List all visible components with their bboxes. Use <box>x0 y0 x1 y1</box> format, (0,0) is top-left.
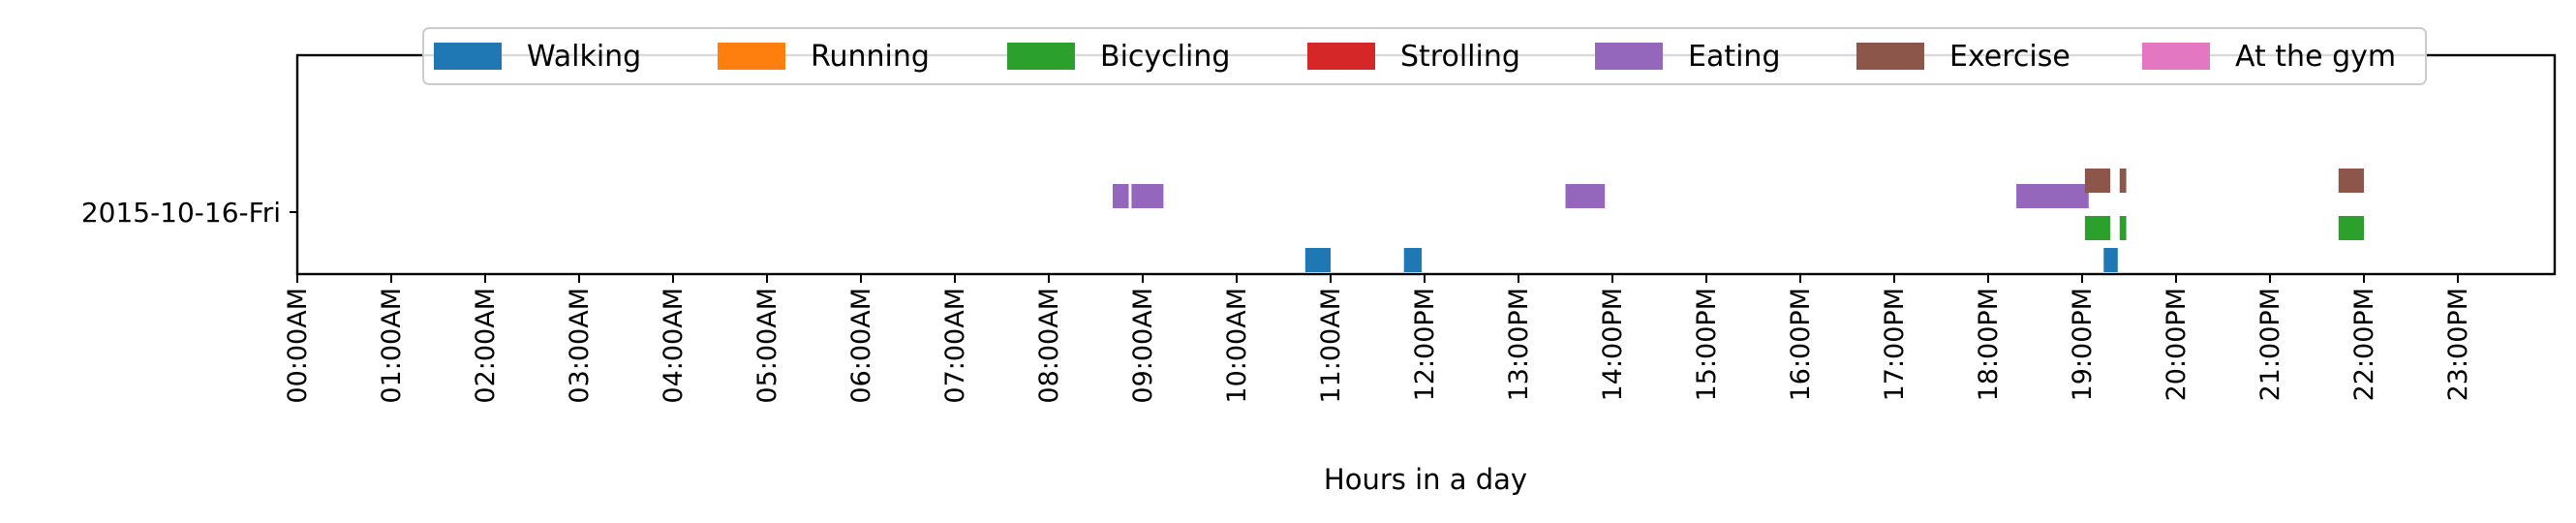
legend: Walking Running Bicycling Strolling Eating Ex… <box>422 27 2427 85</box>
x-tick-label: 23:00PM <box>2443 288 2473 401</box>
bar-exercise-1 <box>2119 169 2127 193</box>
x-tick-label: 05:00AM <box>752 288 782 404</box>
legend-label-exercise: Exercise <box>1949 40 2070 74</box>
bar-exercise-0 <box>2084 169 2111 193</box>
x-axis-title: Hours in a day <box>1324 463 1527 496</box>
x-tick-label: 20:00PM <box>2162 288 2192 401</box>
legend-swatch-bicycling <box>1007 43 1075 70</box>
bar-exercise-2 <box>2338 169 2364 193</box>
bar-eating-0 <box>1113 184 1129 208</box>
x-tick-label: 15:00PM <box>1692 288 1722 401</box>
x-tick-label: 21:00PM <box>2255 288 2285 401</box>
x-tick-label: 02:00AM <box>471 288 501 404</box>
legend-label-bicycling: Bicycling <box>1100 40 1230 74</box>
x-tick-label: 08:00AM <box>1034 288 1064 404</box>
x-tick-label: 09:00AM <box>1128 288 1158 404</box>
bars-group <box>1113 169 2364 272</box>
x-tick-label: 19:00PM <box>2068 288 2098 401</box>
x-tick-label: 07:00AM <box>940 288 970 404</box>
bar-walking-0 <box>1304 248 1331 272</box>
bar-walking-1 <box>1403 248 1423 272</box>
bar-bicycling-0 <box>2084 216 2111 240</box>
legend-swatch-strolling <box>1307 43 1375 70</box>
legend-label-running: Running <box>811 40 930 74</box>
legend-swatch-running <box>718 43 785 70</box>
legend-swatch-walking <box>434 43 502 70</box>
legend-label-walking: Walking <box>527 40 641 74</box>
x-tick-label: 16:00PM <box>1786 288 1816 401</box>
legend-frame <box>422 27 2427 85</box>
legend-swatch-exercise <box>1856 43 1924 70</box>
legend-label-strolling: Strolling <box>1400 40 1520 74</box>
x-tick-label: 06:00AM <box>846 288 876 404</box>
x-tick-label: 14:00PM <box>1598 288 1628 401</box>
x-tick-label: 18:00PM <box>1974 288 2004 401</box>
x-ticks-group: 00:00AM 01:00AM 02:00AM 03:00AM 04:00AM 05:00… <box>283 274 2473 404</box>
y-row-label: 2015-10-16-Fri <box>81 197 281 229</box>
x-tick-label: 13:00PM <box>1504 288 1534 401</box>
bar-walking-2 <box>2103 248 2118 272</box>
legend-label-eating: Eating <box>1688 40 1781 74</box>
bar-eating-2 <box>1565 184 1606 208</box>
x-tick-label: 00:00AM <box>283 288 313 404</box>
x-tick-label: 10:00AM <box>1222 288 1252 404</box>
x-tick-label: 01:00AM <box>377 288 407 404</box>
x-tick-label: 22:00PM <box>2349 288 2379 401</box>
legend-swatch-eating <box>1595 43 1663 70</box>
x-tick-label: 04:00AM <box>659 288 689 404</box>
bar-bicycling-2 <box>2338 216 2364 240</box>
x-tick-label: 03:00AM <box>565 288 595 404</box>
bar-eating-1 <box>1131 184 1164 208</box>
legend-swatch-at-the-gym <box>2142 43 2210 70</box>
legend-label-at-the-gym: At the gym <box>2235 40 2396 74</box>
x-tick-label: 12:00PM <box>1410 288 1440 401</box>
bar-bicycling-1 <box>2119 216 2127 240</box>
bar-eating-3 <box>2016 184 2089 208</box>
x-tick-label: 11:00AM <box>1316 288 1346 404</box>
x-tick-label: 17:00PM <box>1880 288 1910 401</box>
